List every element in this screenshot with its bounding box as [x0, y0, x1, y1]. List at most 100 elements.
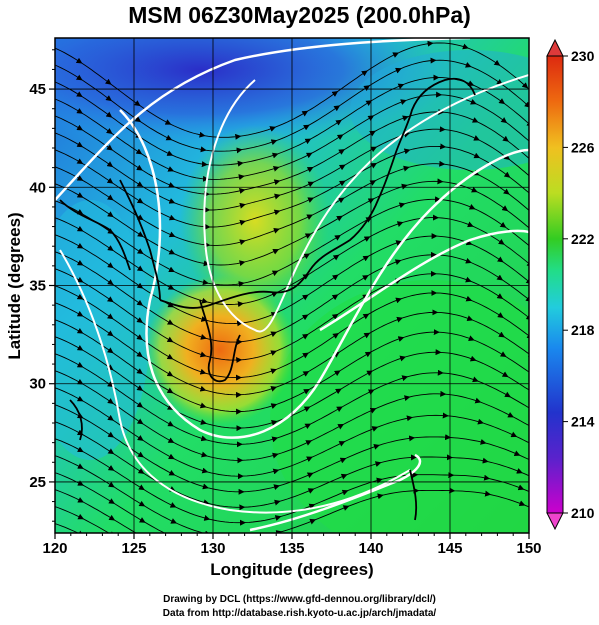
- flow-arrow: [333, 105, 341, 112]
- streamline: [55, 506, 110, 533]
- colorbar-label: 230: [571, 48, 595, 64]
- flow-arrow: [274, 193, 281, 200]
- flow-arrow: [507, 411, 514, 418]
- flow-arrow: [366, 370, 373, 377]
- x-tick-label: 140: [358, 540, 383, 557]
- flow-arrow: [338, 180, 346, 187]
- streamline: [55, 387, 529, 477]
- flow-arrow: [107, 448, 115, 455]
- flow-arrow: [304, 233, 312, 239]
- y-axis-title: Latitude (degrees): [5, 212, 24, 359]
- green-region: [270, 280, 529, 533]
- flow-arrow: [107, 279, 114, 286]
- flow-arrow: [133, 100, 141, 107]
- flow-arrow: [331, 274, 339, 281]
- flow-arrow: [106, 194, 114, 201]
- streamline: [55, 319, 529, 413]
- flow-arrow: [396, 221, 404, 227]
- contour-line: [119, 109, 529, 439]
- flow-arrow: [303, 253, 311, 260]
- flow-arrow: [237, 301, 244, 308]
- flow-arrow: [501, 205, 509, 212]
- flow-arrow: [462, 43, 469, 50]
- flow-arrow: [168, 453, 175, 460]
- coastline: [409, 469, 418, 521]
- colorbar-extend-min: [546, 512, 564, 531]
- flow-arrow: [166, 404, 174, 410]
- flow-arrow: [273, 209, 281, 216]
- flow-arrow: [168, 231, 176, 238]
- flow-arrow: [234, 133, 242, 140]
- flow-arrow: [201, 467, 209, 474]
- flow-arrow: [498, 98, 506, 105]
- flow-arrow: [76, 327, 84, 334]
- flow-arrow: [107, 414, 114, 421]
- flow-arrow: [236, 147, 243, 154]
- colorbar-label: 214: [571, 414, 595, 430]
- flow-arrow: [142, 536, 146, 538]
- flow-arrow: [239, 202, 246, 209]
- flow-arrow: [168, 266, 175, 272]
- flow-arrow: [166, 336, 174, 343]
- flow-arrow: [270, 350, 277, 356]
- flow-arrow: [77, 480, 84, 486]
- flow-arrow: [503, 171, 511, 178]
- warm-ridge: [180, 125, 330, 315]
- flow-arrow: [337, 197, 345, 204]
- flow-arrow: [465, 239, 473, 246]
- flow-arrow: [369, 407, 377, 414]
- flow-arrow: [301, 294, 309, 301]
- flow-arrow: [200, 334, 207, 340]
- colorbar: 210 214 218 222 226 230: [546, 38, 595, 531]
- flow-arrow: [301, 314, 309, 321]
- flow-arrow: [167, 437, 175, 443]
- flow-arrow: [201, 451, 208, 458]
- flow-arrow: [403, 165, 410, 172]
- flow-arrow: [167, 166, 175, 172]
- streamline: [55, 370, 529, 461]
- flow-arrow: [377, 493, 384, 500]
- flow-arrow: [403, 131, 411, 138]
- flow-arrow: [200, 419, 207, 425]
- flow-arrow: [362, 275, 369, 281]
- flow-arrow: [306, 456, 313, 463]
- streamline: [55, 217, 529, 305]
- flow-arrow: [108, 481, 115, 488]
- flow-arrow: [335, 119, 342, 126]
- y-tick-label: 30: [29, 376, 46, 393]
- flow-arrow: [474, 397, 482, 404]
- flow-arrow: [105, 95, 113, 102]
- flow-arrow: [106, 177, 114, 184]
- streamline: [55, 251, 529, 343]
- flow-arrow: [528, 139, 529, 147]
- flow-arrow: [136, 214, 144, 221]
- flow-arrow: [392, 52, 400, 58]
- flow-arrow: [76, 209, 84, 215]
- flow-arrow: [76, 158, 84, 165]
- flow-arrow: [399, 355, 407, 362]
- flow-arrow: [272, 249, 280, 255]
- flow-arrow: [107, 262, 114, 269]
- flow-arrow: [517, 484, 525, 491]
- flow-arrow: [106, 144, 113, 151]
- flow-arrow: [496, 274, 504, 281]
- flow-arrow: [308, 503, 316, 510]
- flow-arrow: [473, 135, 480, 141]
- flow-arrow: [471, 117, 479, 123]
- contour-line: [203, 74, 529, 333]
- flow-arrow: [164, 119, 172, 125]
- flow-arrow: [363, 332, 371, 339]
- flow-arrow: [302, 352, 309, 359]
- flow-arrow: [270, 331, 278, 338]
- flow-arrow: [76, 293, 84, 300]
- flow-arrow: [370, 146, 377, 153]
- flow-arrow: [204, 530, 211, 533]
- flow-arrow: [166, 353, 174, 360]
- flow-arrow: [136, 401, 144, 408]
- flow-arrow: [527, 244, 529, 251]
- flow-arrow: [493, 59, 501, 66]
- flow-arrow: [336, 406, 343, 413]
- streamline: [55, 94, 529, 180]
- flow-arrow: [500, 117, 508, 124]
